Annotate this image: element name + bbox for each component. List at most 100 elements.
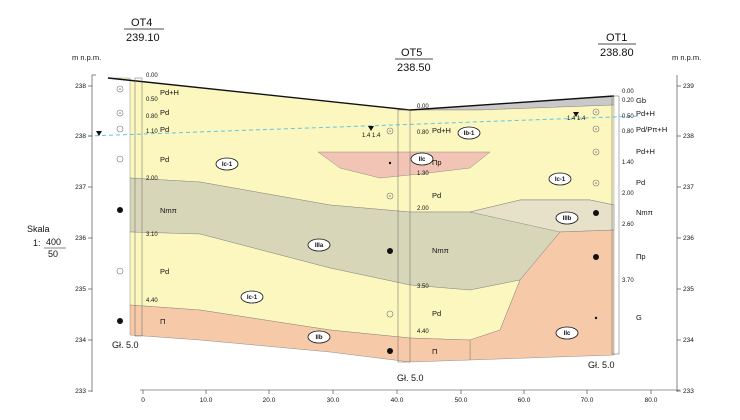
- layer-label: Pd+H: [636, 147, 655, 156]
- y-tick-label-right: 237: [683, 184, 694, 191]
- layer-label: Pd: [160, 155, 169, 164]
- y-tick-label: 237: [75, 184, 86, 191]
- depth-label: 3.70: [622, 278, 634, 284]
- x-tick-label: 70.0: [581, 397, 594, 404]
- scale-vertical: 400: [46, 237, 61, 247]
- depth-label: 0.50: [146, 97, 158, 103]
- depth-label: 2.00: [417, 206, 429, 212]
- depth-label: 0.80: [622, 129, 634, 135]
- depth-label: 1.40: [622, 160, 634, 166]
- depth-total-ot1: Gł. 5.0: [588, 360, 615, 370]
- depth-label: 0.50: [622, 114, 634, 120]
- x-tick-label: 50.0: [455, 397, 468, 404]
- borehole-elevation: 238.50: [397, 62, 431, 74]
- water-table-line: [87, 115, 641, 137]
- zone-label: Ic-1: [555, 177, 566, 183]
- water-level-value: 1.4: [362, 133, 371, 139]
- zone-label: IIIb: [563, 216, 572, 222]
- layer-label: Pd+H: [636, 109, 655, 118]
- scale-horizontal: 50: [48, 249, 58, 259]
- unit-label-right: m n.p.m.: [672, 53, 701, 62]
- depth-total-ot5: Gł. 5.0: [397, 373, 424, 383]
- borehole-ot4-column: [134, 77, 143, 337]
- zone-ellipse: [215, 157, 239, 171]
- depth-label: 1.30: [417, 171, 429, 177]
- layer-label: Pd: [160, 108, 169, 117]
- layer-label: Pd/Pπ+H: [636, 125, 667, 134]
- zone-label: Ib-1: [464, 131, 475, 137]
- layer-label: Nmπ: [432, 246, 449, 255]
- depth-label: 4.40: [417, 329, 429, 335]
- left-axis: 238 238 237 236 235 234 233: [75, 74, 96, 395]
- depth-label: 0.20: [622, 98, 634, 104]
- layer-label: Πp: [636, 252, 646, 261]
- y-tick-label-right: 234: [683, 337, 694, 344]
- depth-label: 0.00: [417, 104, 429, 110]
- right-axis: 239 238 237 236 235 234 233: [676, 75, 694, 395]
- layer-label: Π: [432, 347, 437, 356]
- borehole-ot1-column: [611, 95, 620, 355]
- y-tick-label-right: 238: [683, 133, 694, 140]
- depth-label: 2.00: [146, 176, 158, 182]
- soil-layers: [109, 77, 615, 363]
- depth-label: 3.50: [417, 284, 429, 290]
- zone-ellipse: [410, 152, 434, 166]
- x-tick-label: 40.0: [391, 397, 404, 404]
- layer-label: Nmπ: [160, 206, 177, 215]
- y-tick-label-right: 233: [683, 388, 694, 395]
- scale-label: Skala: [27, 224, 50, 234]
- layer-label: Pd: [432, 191, 441, 200]
- zone-label: Ic-1: [247, 295, 258, 301]
- borehole-ot5-column: [397, 109, 411, 363]
- depth-label: 0.00: [622, 89, 634, 95]
- y-tick-label-right: 239: [683, 83, 694, 90]
- layer-label: Pd: [432, 309, 441, 318]
- layer-label: Gb: [636, 96, 646, 105]
- layer-pi-p-lens: [317, 151, 491, 179]
- borehole-name: OT4: [131, 17, 152, 29]
- zone-ellipse: [555, 326, 579, 340]
- water-level-value: 1.4: [372, 133, 381, 139]
- zone-ellipse: [240, 290, 264, 304]
- x-tick-label: 20.0: [263, 397, 276, 404]
- depth-total-ot4: Gł. 5.0: [112, 340, 139, 350]
- y-tick-label: 233: [75, 388, 86, 395]
- sample-markers: [116, 85, 600, 354]
- y-tick-label-right: 236: [683, 235, 694, 242]
- x-tick-label: 60.0: [518, 397, 531, 404]
- y-tick-label: 235: [75, 286, 86, 293]
- borehole-elevation: 239.10: [126, 32, 160, 44]
- y-tick-label: 236: [75, 235, 86, 242]
- x-tick-label: 80.0: [645, 397, 658, 404]
- y-tick-label: 234: [75, 337, 86, 344]
- zone-label: IIc: [419, 157, 426, 163]
- zone-label: Ic-1: [222, 162, 233, 168]
- zone-ellipse: [457, 126, 481, 140]
- depth-label: 3.10: [146, 232, 158, 238]
- depth-label: 0.00: [146, 73, 158, 79]
- water-table-markers: 1.4 1.41.4 1.4: [96, 112, 586, 139]
- layer-pi-bottom: [129, 304, 471, 363]
- layer-label: Π: [160, 317, 165, 326]
- zone-label: IIb: [316, 335, 323, 341]
- layer-label: Πp: [432, 158, 442, 167]
- depth-label: 2.60: [622, 222, 634, 228]
- y-tick-label: 238: [75, 83, 86, 90]
- borehole-ot4-header: OT4 239.10: [124, 17, 164, 44]
- x-tick-label: 10.0: [200, 397, 213, 404]
- unit-label-left: m n.p.m.: [72, 53, 101, 62]
- bottom-axis: 0 10.0 20.0 30.0 40.0 50.0 60.0 70.0 80.0: [140, 389, 680, 404]
- zone-ellipse: [548, 172, 572, 186]
- layer-label: Pd+H: [432, 126, 451, 135]
- depth-label: 4.40: [146, 298, 158, 304]
- zone-ellipse: [307, 330, 331, 344]
- scale-prefix: 1:: [33, 238, 41, 248]
- borehole-ot1-header: OT1 238.80: [598, 32, 636, 59]
- y-tick-label: 238: [75, 133, 86, 140]
- borehole-name: OT1: [606, 32, 627, 44]
- layer-label: Nmπ: [636, 208, 653, 217]
- layer-label: G: [636, 313, 642, 322]
- layer-label: Pd: [636, 178, 645, 187]
- borehole-ot5-header: OT5 238.50: [395, 47, 433, 74]
- zone-label: IIIa: [315, 243, 324, 249]
